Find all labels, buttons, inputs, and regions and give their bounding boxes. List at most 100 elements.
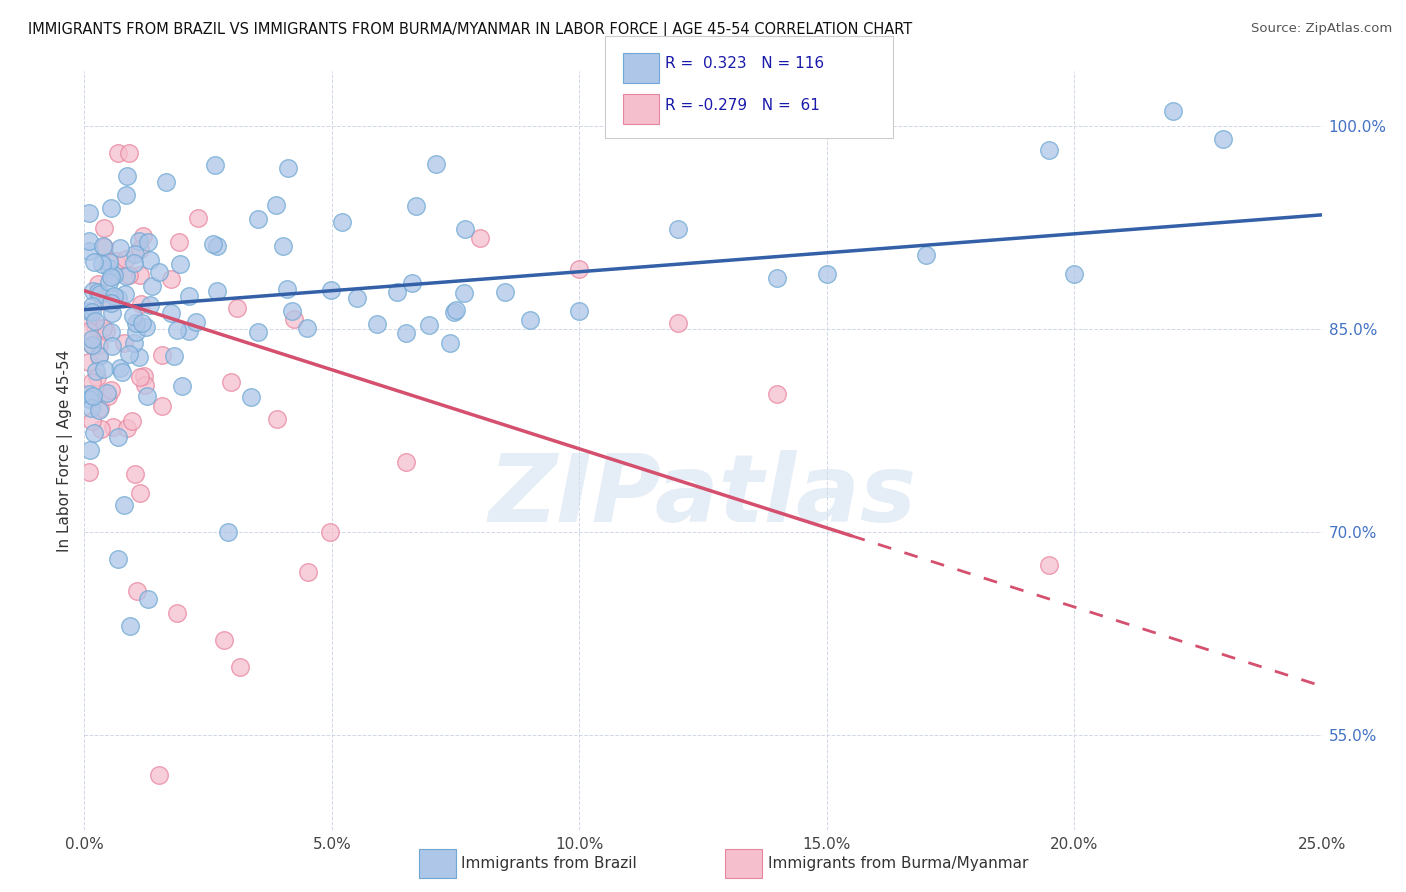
Point <box>179 324 201 338</box>
Point <box>131 317 153 331</box>
Point <box>82 284 104 298</box>
Point <box>129 297 152 311</box>
Point <box>103 268 125 283</box>
Point <box>79 304 101 318</box>
Point <box>136 592 159 607</box>
Text: Immigrants from Brazil: Immigrants from Brazil <box>461 856 637 871</box>
Point <box>83 318 105 333</box>
Point <box>79 244 101 259</box>
Point <box>110 365 132 379</box>
Point <box>117 420 139 434</box>
Point <box>79 392 101 406</box>
Point <box>108 361 131 376</box>
Point <box>84 363 107 377</box>
Point <box>125 316 148 330</box>
Point <box>166 323 188 337</box>
Point <box>395 326 418 341</box>
Point <box>97 389 120 403</box>
Point <box>80 332 103 346</box>
Point <box>321 283 343 297</box>
Point <box>204 158 226 172</box>
Text: Immigrants from Burma/Myanmar: Immigrants from Burma/Myanmar <box>768 856 1028 871</box>
Text: R = -0.279   N =  61: R = -0.279 N = 61 <box>665 98 820 112</box>
Point <box>666 222 689 236</box>
Point <box>187 211 209 225</box>
Point <box>281 303 304 318</box>
Point <box>128 235 150 249</box>
Point <box>114 287 136 301</box>
Point <box>96 385 118 400</box>
Point <box>132 228 155 243</box>
Point <box>115 252 138 266</box>
Point <box>79 234 101 248</box>
Point <box>93 362 115 376</box>
Point <box>266 411 288 425</box>
Point <box>453 286 475 301</box>
Point <box>330 215 353 229</box>
Point <box>150 399 173 413</box>
Point <box>366 318 388 332</box>
Point <box>80 338 103 352</box>
Point <box>247 212 270 227</box>
Point <box>115 169 138 183</box>
Point <box>91 321 114 335</box>
Point <box>766 386 789 401</box>
Point <box>115 188 138 202</box>
Point <box>283 311 305 326</box>
Point <box>83 255 105 269</box>
Point <box>246 325 269 339</box>
Point <box>101 420 124 434</box>
Point <box>117 145 139 160</box>
Point <box>136 235 159 250</box>
Point <box>148 768 170 782</box>
Point <box>205 285 228 299</box>
Point <box>297 566 319 580</box>
Point <box>79 205 101 219</box>
Point <box>134 368 156 383</box>
Point <box>443 305 465 319</box>
Point <box>1212 131 1234 145</box>
Point <box>89 349 111 363</box>
Point <box>80 299 103 313</box>
Point <box>219 376 242 390</box>
Point <box>89 402 111 417</box>
Point <box>125 583 148 598</box>
Point <box>100 383 122 397</box>
Point <box>93 240 115 254</box>
Point <box>169 235 191 249</box>
Point <box>162 349 184 363</box>
Point <box>239 390 262 404</box>
Point <box>295 321 318 335</box>
Point <box>101 338 124 352</box>
Point <box>79 310 101 325</box>
Point <box>212 633 235 648</box>
Point <box>405 199 427 213</box>
Point <box>112 498 135 512</box>
Point <box>568 262 591 277</box>
Point <box>93 221 115 235</box>
Point <box>444 302 467 317</box>
Point <box>80 401 103 415</box>
Point <box>96 324 118 338</box>
Text: R =  0.323   N = 116: R = 0.323 N = 116 <box>665 56 824 70</box>
Point <box>271 238 294 252</box>
Point <box>89 401 111 416</box>
Point <box>666 316 689 330</box>
Point <box>115 268 138 283</box>
Point <box>122 309 145 323</box>
Point <box>148 264 170 278</box>
Point <box>134 377 156 392</box>
Point <box>418 318 440 333</box>
Point <box>80 375 103 389</box>
Point <box>170 379 193 393</box>
Point <box>121 414 143 428</box>
Point <box>177 289 200 303</box>
Point <box>107 551 129 566</box>
Point <box>1161 104 1184 119</box>
Point <box>97 254 120 268</box>
Point <box>124 336 146 351</box>
Point <box>169 257 191 271</box>
Point <box>155 175 177 189</box>
Point <box>202 237 225 252</box>
Point <box>135 389 157 403</box>
